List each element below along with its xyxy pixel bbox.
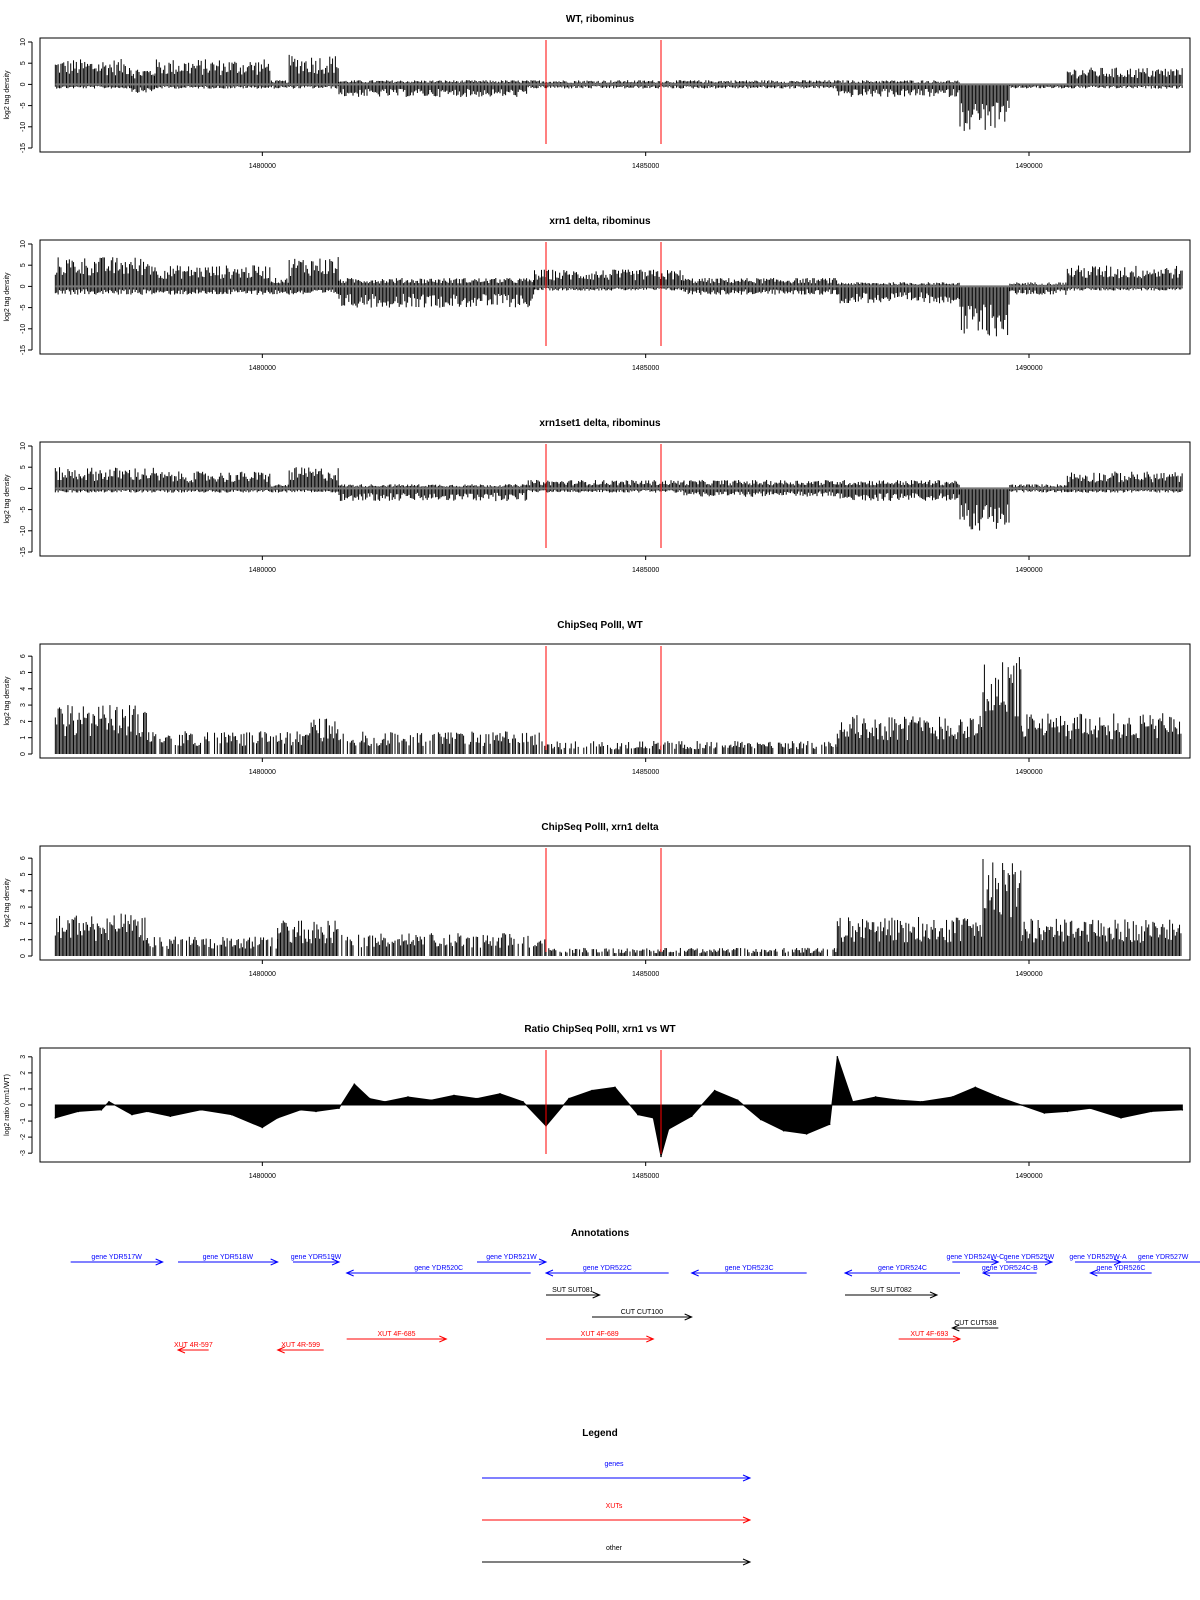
y-tick-label: 0 bbox=[20, 284, 27, 288]
y-tick-label: -5 bbox=[20, 304, 27, 310]
x-tick-label: 1485000 bbox=[632, 567, 659, 574]
x-tick-label: 1480000 bbox=[249, 365, 276, 372]
x-tick-label: 1485000 bbox=[632, 365, 659, 372]
track-panel: xrn1 delta, ribominus -15 -10 -5 0 5 10 log2 ta… bbox=[4, 216, 1191, 372]
panel-title: xrn1set1 delta, ribominus bbox=[539, 418, 661, 429]
x-tick-label: 1485000 bbox=[632, 163, 659, 170]
y-tick-label: -5 bbox=[20, 506, 27, 512]
signal-series bbox=[54, 657, 1182, 754]
plot-frame bbox=[39, 441, 1191, 557]
plot-frame bbox=[39, 37, 1191, 153]
y-tick-label: 0 bbox=[20, 82, 27, 86]
y-tick-label: 10 bbox=[20, 240, 27, 248]
track-panel: ChipSeq PolII, WT 0 1 2 3 4 5 6 log2 tag density… bbox=[4, 620, 1191, 776]
y-axis-label: log2 tag density bbox=[4, 272, 11, 322]
x-tick-label: 1480000 bbox=[249, 163, 276, 170]
y-tick-label: 1 bbox=[20, 736, 27, 740]
y-tick-label: 5 bbox=[20, 465, 27, 469]
y-tick-label: -15 bbox=[20, 345, 27, 355]
y-tick-label: 2 bbox=[20, 719, 27, 723]
y-tick-label: 6 bbox=[20, 654, 27, 658]
signal-series bbox=[54, 257, 1183, 337]
y-tick-label: 0 bbox=[20, 752, 27, 756]
x-tick-label: 1490000 bbox=[1015, 769, 1042, 776]
signal-series bbox=[54, 54, 1183, 131]
y-tick-label: 10 bbox=[20, 442, 27, 450]
y-axis-label: log2 tag density bbox=[4, 676, 11, 726]
y-tick-label: 5 bbox=[20, 670, 27, 674]
y-tick-label: 10 bbox=[20, 38, 27, 46]
x-tick-label: 1480000 bbox=[249, 567, 276, 574]
y-axis-label: log2 tag density bbox=[4, 70, 11, 120]
plot-frame bbox=[39, 643, 1191, 759]
y-tick-label: 3 bbox=[20, 703, 27, 707]
y-tick-label: -5 bbox=[20, 102, 27, 108]
y-axis-label: log2 tag density bbox=[4, 474, 11, 524]
panel-title: xrn1 delta, ribominus bbox=[549, 216, 651, 227]
y-tick-label: 5 bbox=[20, 263, 27, 267]
track-panel: WT, ribominus -15 -10 -5 0 5 10 log2 tag densit… bbox=[4, 14, 1191, 170]
x-tick-label: 1490000 bbox=[1015, 365, 1042, 372]
panel-title: ChipSeq PolII, WT bbox=[557, 620, 643, 631]
x-tick-label: 1490000 bbox=[1015, 567, 1042, 574]
y-tick-label: 5 bbox=[20, 61, 27, 65]
y-tick-label: -10 bbox=[20, 526, 27, 536]
panel-title: WT, ribominus bbox=[566, 14, 635, 25]
x-tick-label: 1480000 bbox=[249, 769, 276, 776]
plot-frame bbox=[39, 239, 1191, 355]
x-tick-label: 1490000 bbox=[1015, 163, 1042, 170]
y-tick-label: -10 bbox=[20, 324, 27, 334]
track-panel: xrn1set1 delta, ribominus -15 -10 -5 0 5 10 log… bbox=[4, 418, 1191, 574]
signal-series bbox=[54, 467, 1183, 531]
y-tick-label: -10 bbox=[20, 122, 27, 132]
y-tick-label: 4 bbox=[20, 687, 27, 691]
y-tick-label: -15 bbox=[20, 547, 27, 557]
y-tick-label: -15 bbox=[20, 143, 27, 153]
x-tick-label: 1485000 bbox=[632, 769, 659, 776]
y-tick-label: 0 bbox=[20, 486, 27, 490]
